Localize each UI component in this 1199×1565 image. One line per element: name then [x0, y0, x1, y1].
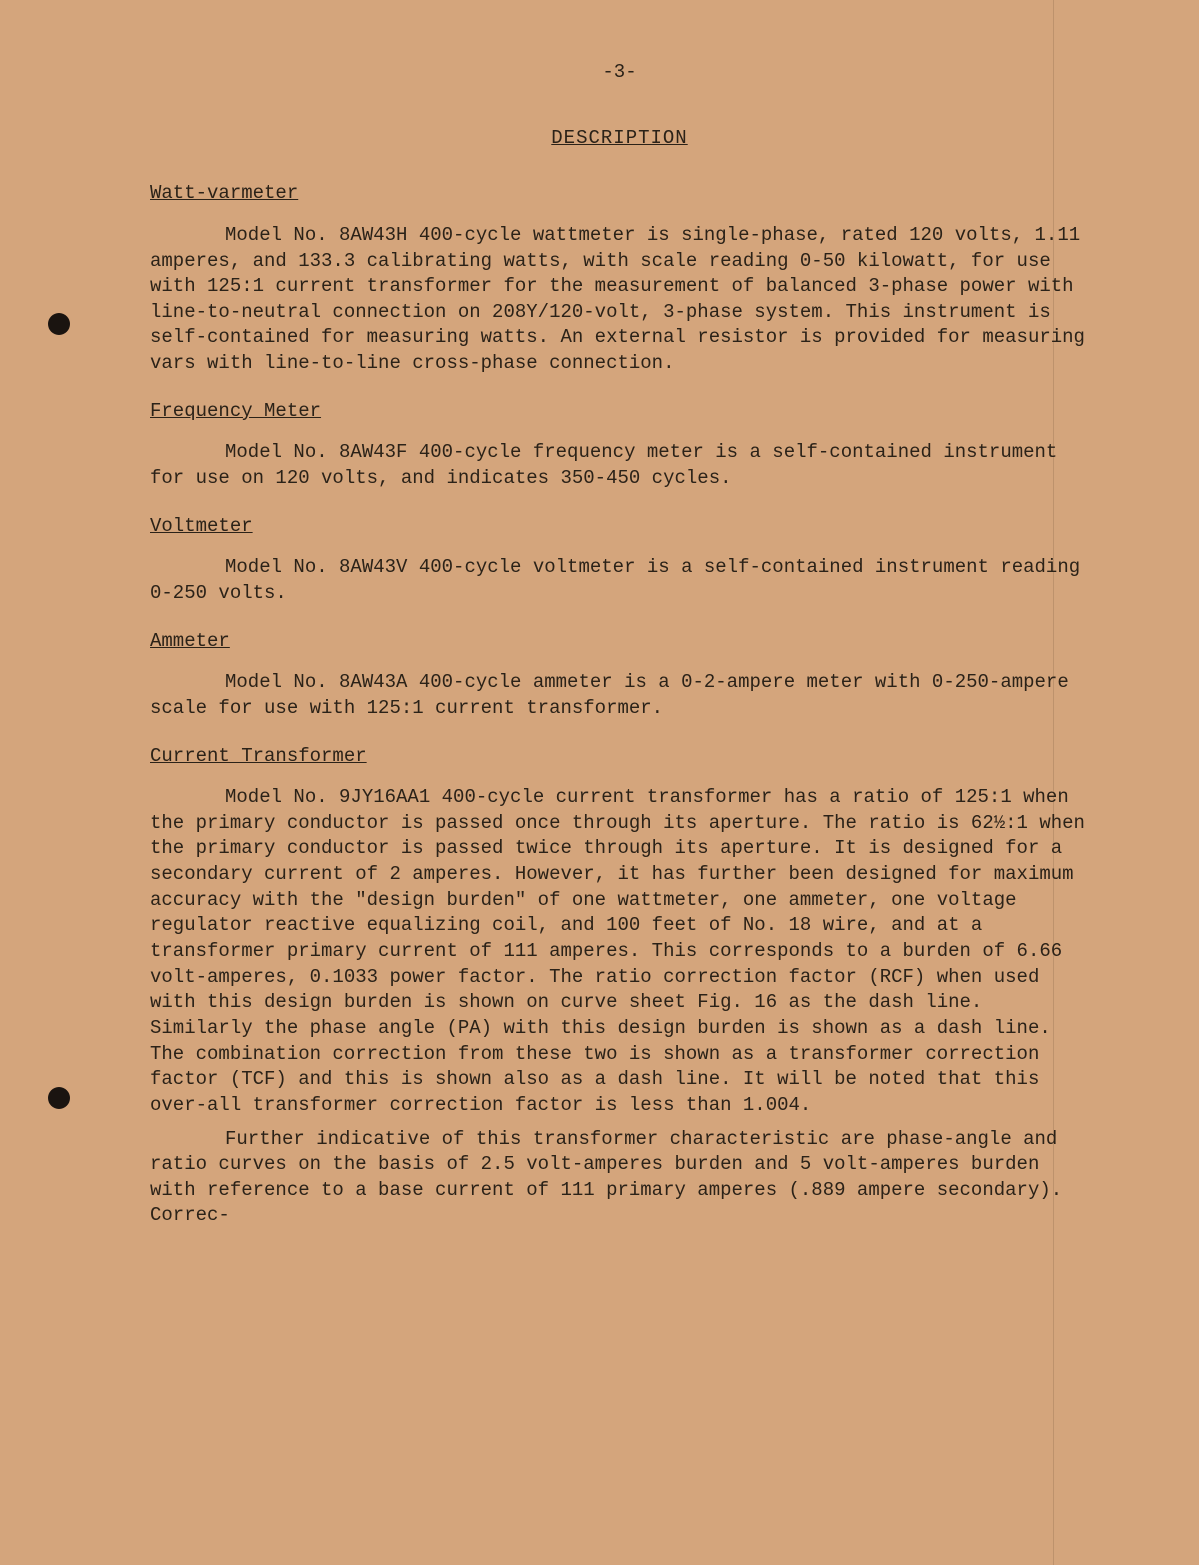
section-heading: Ammeter: [150, 629, 1089, 655]
paragraph-text: Model No. 8AW43H 400-cycle wattmeter is …: [150, 223, 1089, 377]
section-frequency-meter: Frequency Meter Model No. 8AW43F 400-cyc…: [150, 399, 1089, 492]
paragraph-text: Further indicative of this transformer c…: [150, 1127, 1089, 1230]
section-current-transformer: Current Transformer Model No. 9JY16AA1 4…: [150, 744, 1089, 1230]
paragraph-text: Model No. 8AW43V 400-cycle voltmeter is …: [150, 555, 1089, 606]
section-heading: Watt-varmeter: [150, 181, 1089, 207]
section-heading: Frequency Meter: [150, 399, 1089, 425]
page-title: DESCRIPTION: [150, 126, 1089, 152]
section-ammeter: Ammeter Model No. 8AW43A 400-cycle ammet…: [150, 629, 1089, 722]
section-heading: Current Transformer: [150, 744, 1089, 770]
punch-hole-top: [48, 313, 70, 335]
paragraph-text: Model No. 8AW43F 400-cycle frequency met…: [150, 440, 1089, 491]
section-watt-varmeter: Watt-varmeter Model No. 8AW43H 400-cycle…: [150, 181, 1089, 376]
page-number: -3-: [150, 60, 1089, 86]
paragraph-text: Model No. 8AW43A 400-cycle ammeter is a …: [150, 670, 1089, 721]
section-heading: Voltmeter: [150, 514, 1089, 540]
section-voltmeter: Voltmeter Model No. 8AW43V 400-cycle vol…: [150, 514, 1089, 607]
vertical-crease-line: [1053, 0, 1054, 1565]
punch-hole-bottom: [48, 1087, 70, 1109]
paragraph-text: Model No. 9JY16AA1 400-cycle current tra…: [150, 785, 1089, 1118]
